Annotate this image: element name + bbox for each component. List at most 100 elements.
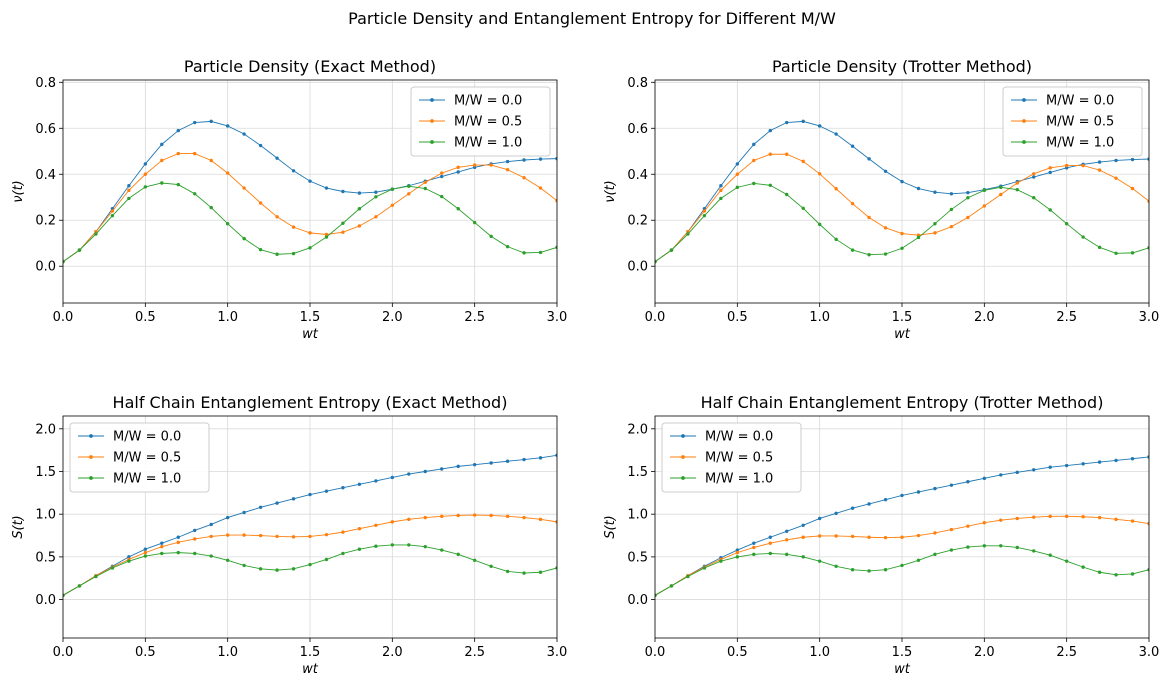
data-point: [456, 552, 460, 557]
data-point: [999, 192, 1003, 197]
y-tick-label: 2.0: [35, 422, 56, 437]
data-point: [275, 215, 279, 219]
data-point: [1048, 514, 1052, 519]
data-point: [883, 497, 888, 502]
data-point: [801, 206, 805, 210]
data-point: [982, 476, 987, 481]
data-point: [324, 557, 329, 562]
y-axis-label: S(t): [603, 515, 618, 539]
data-point: [193, 551, 197, 556]
data-point: [719, 188, 723, 193]
data-point: [456, 207, 460, 211]
data-point: [817, 516, 822, 521]
legend-label-3: M/W = 1.0: [454, 136, 522, 151]
legend-box: [410, 86, 551, 157]
data-point: [472, 220, 477, 225]
y-axis-label: ν(t): [603, 180, 618, 203]
legend-marker-2: [430, 119, 434, 123]
data-point: [127, 559, 131, 563]
data-point: [999, 473, 1003, 477]
x-tick-label: 0.5: [727, 310, 748, 325]
data-point: [324, 489, 329, 493]
legend: M/W = 0.0 M/W = 0.5 M/W = 1.0: [1002, 86, 1143, 157]
panel-title: Particle Density (Exact Method): [184, 57, 436, 76]
data-point: [193, 537, 197, 541]
data-point: [900, 231, 904, 236]
data-point: [423, 469, 427, 474]
x-tick-label: 2.5: [464, 310, 485, 325]
data-point: [77, 584, 82, 588]
data-point: [209, 158, 213, 163]
data-point: [341, 551, 345, 556]
data-point: [291, 169, 296, 173]
legend-marker-3: [89, 476, 93, 480]
data-point: [505, 244, 510, 249]
panel-1: Particle Density (Exact Method) 0.0 0.5 1.0…: [11, 57, 567, 342]
data-point: [817, 124, 822, 128]
data-point: [160, 181, 164, 185]
data-point: [275, 252, 279, 256]
x-tick-label: 1.5: [300, 645, 321, 660]
data-point: [768, 183, 772, 187]
data-point: [390, 543, 395, 547]
x-tick-label: 2.0: [974, 645, 995, 660]
data-point: [127, 196, 131, 201]
data-point: [735, 555, 740, 559]
data-point: [900, 179, 904, 184]
data-point: [900, 493, 904, 498]
legend: M/W = 0.0 M/W = 0.5 M/W = 1.0: [69, 422, 210, 493]
data-point: [1032, 172, 1036, 176]
data-point: [275, 501, 279, 505]
data-point: [982, 521, 987, 525]
data-point: [63, 593, 65, 598]
x-tick-label: 0.5: [727, 645, 748, 660]
panel-title: Particle Density (Trotter Method): [772, 57, 1032, 76]
data-point: [242, 563, 246, 568]
data-point: [209, 522, 213, 527]
data-point: [900, 246, 904, 250]
data-point: [883, 252, 888, 256]
legend-marker-1: [89, 434, 93, 438]
data-point: [110, 209, 115, 213]
data-point: [341, 230, 345, 234]
y-tick-label: 0.2: [627, 214, 648, 229]
data-point: [1097, 515, 1102, 520]
data-point: [1130, 186, 1135, 191]
data-point: [867, 253, 871, 257]
data-point: [1130, 572, 1135, 576]
legend-label-1: M/W = 0.0: [454, 94, 522, 109]
x-tick-label: 2.5: [1056, 645, 1077, 660]
data-point: [193, 151, 197, 156]
data-point: [1015, 516, 1019, 521]
data-point: [160, 551, 164, 556]
data-point: [538, 157, 543, 161]
data-point: [275, 568, 279, 572]
data-point: [258, 247, 263, 252]
data-point: [390, 520, 395, 524]
data-point: [949, 192, 954, 196]
data-point: [1048, 465, 1052, 469]
data-point: [850, 248, 855, 252]
data-point: [752, 158, 756, 163]
data-point: [966, 524, 970, 528]
data-point: [225, 558, 230, 562]
data-point: [834, 237, 838, 242]
data-point: [407, 192, 411, 196]
data-point: [143, 162, 148, 166]
data-point: [1081, 235, 1085, 239]
series-group: [63, 119, 557, 264]
legend-marker-2: [1022, 119, 1026, 123]
data-point: [1032, 515, 1036, 519]
data-point: [883, 535, 888, 540]
y-tick-label: 0.8: [627, 76, 648, 91]
data-point: [916, 490, 921, 494]
data-point: [719, 184, 723, 188]
data-point: [324, 232, 329, 237]
data-point: [538, 186, 543, 190]
data-point: [94, 574, 98, 579]
data-point: [275, 156, 279, 160]
data-point: [966, 215, 970, 220]
data-point: [374, 479, 378, 483]
